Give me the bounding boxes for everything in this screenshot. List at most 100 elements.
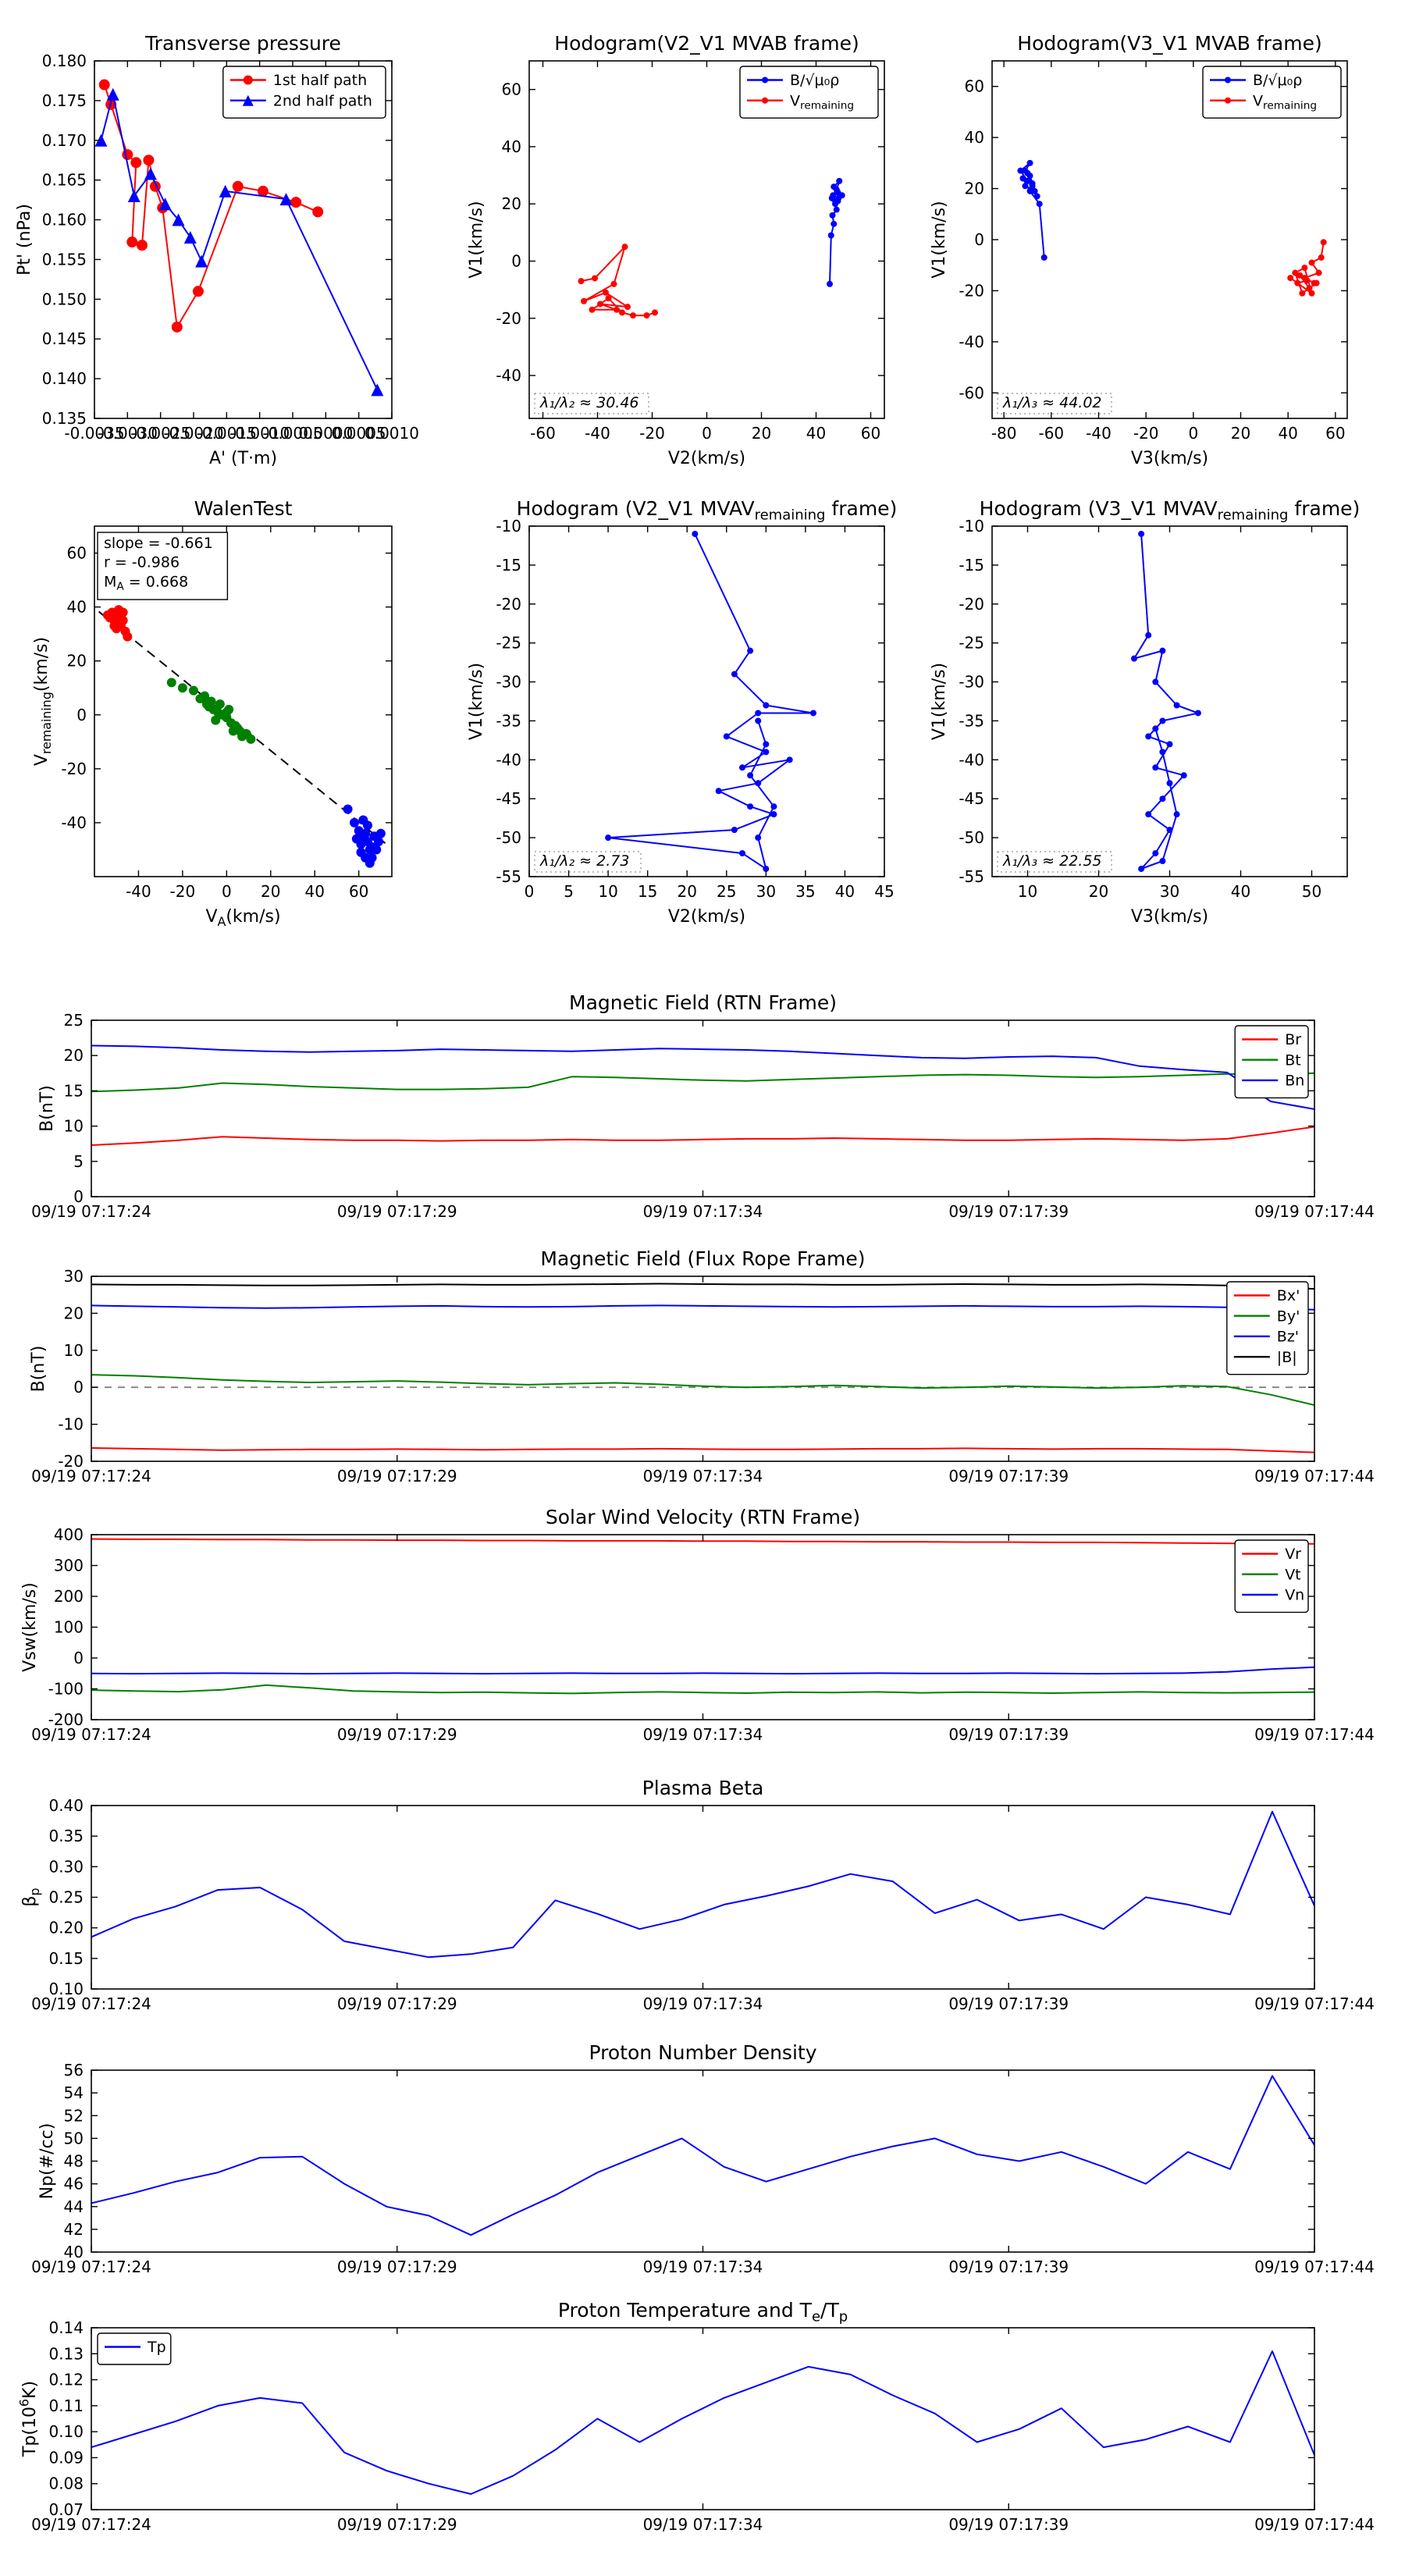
series-B-magnitude bbox=[91, 1283, 1314, 1290]
x-tick-label: 09/19 07:17:29 bbox=[337, 1994, 457, 2013]
x-tick-label: 09/19 07:17:24 bbox=[31, 1467, 151, 1485]
panel-title: Hodogram(V3_V1 MVAB frame) bbox=[1017, 32, 1321, 55]
annotation-box bbox=[997, 393, 1112, 415]
x-tick-label: 09/19 07:17:29 bbox=[337, 1467, 457, 1485]
legend-label: By' bbox=[1277, 1308, 1300, 1325]
x-tick-label: 50 bbox=[1302, 882, 1321, 901]
y-tick-label: -35 bbox=[496, 711, 521, 730]
x-tick-label: 09/19 07:17:34 bbox=[643, 1202, 763, 1221]
series-beta-p bbox=[91, 1810, 1314, 1959]
y-tick-label: 0 bbox=[73, 1378, 84, 1397]
y-tick-label: 50 bbox=[64, 2129, 84, 2147]
series-Bn bbox=[91, 1044, 1314, 1110]
x-axis-label: V2(km/s) bbox=[668, 907, 745, 927]
legend-label: B/√μ₀ρ bbox=[1253, 72, 1302, 89]
y-tick-label: 10 bbox=[64, 1341, 84, 1360]
y-axis-label: Np(#/cc) bbox=[37, 2123, 57, 2200]
x-tick-label: -20 bbox=[639, 424, 665, 443]
x-axis-label: V2(km/s) bbox=[668, 449, 745, 468]
y-axis-label: V1(km/s) bbox=[467, 201, 486, 278]
x-tick-label: 09/19 07:17:44 bbox=[1254, 2515, 1375, 2534]
panel-proton_density: 09/19 07:17:24 09/19 07:17:29 09/19 07:17:… bbox=[31, 2041, 1375, 2276]
series-Br bbox=[91, 1126, 1314, 1146]
y-tick-label: 60 bbox=[502, 80, 521, 99]
x-tick-label: 20 bbox=[261, 882, 280, 901]
y-tick-label: 60 bbox=[965, 77, 984, 96]
x-tick-label: -0.0025 bbox=[130, 424, 190, 443]
panel-title: WalenTest bbox=[194, 497, 293, 520]
y-tick-label: -40 bbox=[496, 750, 521, 769]
legend-label: Bx' bbox=[1277, 1287, 1300, 1304]
x-tick-label: 0.0010 bbox=[365, 424, 419, 443]
series-middle-points bbox=[166, 678, 256, 744]
y-tick-label: 54 bbox=[64, 2083, 84, 2102]
y-axis-label: B(nT) bbox=[37, 1085, 57, 1132]
legend-label: Vremaining bbox=[1253, 92, 1317, 112]
x-tick-label: 40 bbox=[806, 424, 826, 443]
panel-title: Magnetic Field (RTN Frame) bbox=[569, 991, 837, 1014]
x-tick-label: 40 bbox=[304, 882, 324, 901]
x-tick-label: -0.0005 bbox=[262, 424, 322, 443]
y-tick-label: 42 bbox=[64, 2220, 84, 2239]
y-tick-label: 52 bbox=[64, 2106, 84, 2125]
y-tick-label: 0.155 bbox=[42, 250, 87, 269]
y-tick-label: 0.135 bbox=[42, 409, 87, 428]
x-tick-label: 10 bbox=[1018, 882, 1037, 901]
panel-title: Proton Number Density bbox=[589, 2041, 817, 2064]
panel-v_rtn: 09/19 07:17:24 09/19 07:17:29 09/19 07:17:… bbox=[20, 1506, 1375, 1744]
x-tick-label: 09/19 07:17:24 bbox=[31, 1725, 151, 1744]
x-tick-label: 09/19 07:17:29 bbox=[337, 2258, 457, 2276]
legend-label: Bt bbox=[1285, 1051, 1300, 1069]
y-tick-label: 0.25 bbox=[48, 1888, 84, 1907]
annotation-text: λ₁/λ₃ ≈ 44.02 bbox=[1002, 394, 1102, 411]
y-tick-label: -10 bbox=[959, 517, 984, 535]
y-tick-label: 0.15 bbox=[48, 1949, 84, 1968]
x-tick-label: 0 bbox=[702, 424, 712, 443]
y-tick-label: 60 bbox=[67, 544, 87, 563]
annotation-text: r = -0.986 bbox=[104, 554, 180, 571]
x-tick-label: 0 bbox=[1188, 424, 1198, 443]
legend-label: Vt bbox=[1285, 1566, 1300, 1583]
series-Vr bbox=[91, 1538, 1314, 1545]
x-tick-label: 09/19 07:17:34 bbox=[643, 1994, 763, 2013]
axes-frame bbox=[528, 525, 885, 877]
y-tick-label: 0 bbox=[73, 1649, 84, 1667]
x-tick-label: 09/19 07:17:24 bbox=[31, 2515, 151, 2534]
annotation-box bbox=[534, 851, 642, 873]
legend-label: Vremaining bbox=[790, 92, 854, 112]
x-axis-label: V3(km/s) bbox=[1131, 449, 1208, 468]
x-tick-label: 40 bbox=[1278, 424, 1297, 443]
y-tick-label: 40 bbox=[965, 128, 984, 147]
x-tick-label: 09/19 07:17:44 bbox=[1254, 1994, 1375, 2013]
series-2nd-half-path bbox=[94, 87, 384, 397]
x-tick-label: -20 bbox=[170, 882, 196, 901]
y-tick-label: -45 bbox=[496, 789, 521, 808]
x-tick-label: 10 bbox=[598, 882, 617, 901]
y-tick-label: 0.175 bbox=[42, 91, 87, 110]
y-tick-label: -25 bbox=[496, 634, 521, 653]
y-tick-label: 10 bbox=[64, 1117, 84, 1136]
series-Np bbox=[91, 2075, 1314, 2236]
x-tick-label: 09/19 07:17:34 bbox=[643, 1725, 763, 1744]
series-second-half-points bbox=[343, 804, 386, 868]
x-tick-label: 15 bbox=[638, 882, 657, 901]
annotation-box bbox=[997, 851, 1112, 873]
x-tick-label: 60 bbox=[861, 424, 880, 443]
x-tick-label: 09/19 07:17:39 bbox=[948, 1994, 1069, 2013]
x-tick-label: 45 bbox=[874, 882, 894, 901]
annotation-text: slope = -0.661 bbox=[104, 535, 213, 552]
x-tick-label: -40 bbox=[126, 882, 151, 901]
y-tick-label: 15 bbox=[64, 1081, 84, 1100]
legend-label: Vr bbox=[1285, 1546, 1301, 1563]
y-tick-label: -20 bbox=[496, 309, 521, 328]
x-tick-label: 09/19 07:17:29 bbox=[337, 1202, 457, 1221]
y-tick-label: -200 bbox=[48, 1710, 84, 1729]
axes-frame bbox=[94, 525, 393, 877]
y-tick-label: 0.150 bbox=[42, 290, 87, 308]
x-tick-label: 09/19 07:17:24 bbox=[31, 1994, 151, 2013]
panel-plasma_beta: 09/19 07:17:24 09/19 07:17:29 09/19 07:17:… bbox=[20, 1777, 1375, 2013]
y-tick-label: 0.14 bbox=[48, 2318, 84, 2337]
y-axis-label: βp bbox=[20, 1888, 42, 1906]
y-tick-label: 0 bbox=[76, 706, 87, 724]
